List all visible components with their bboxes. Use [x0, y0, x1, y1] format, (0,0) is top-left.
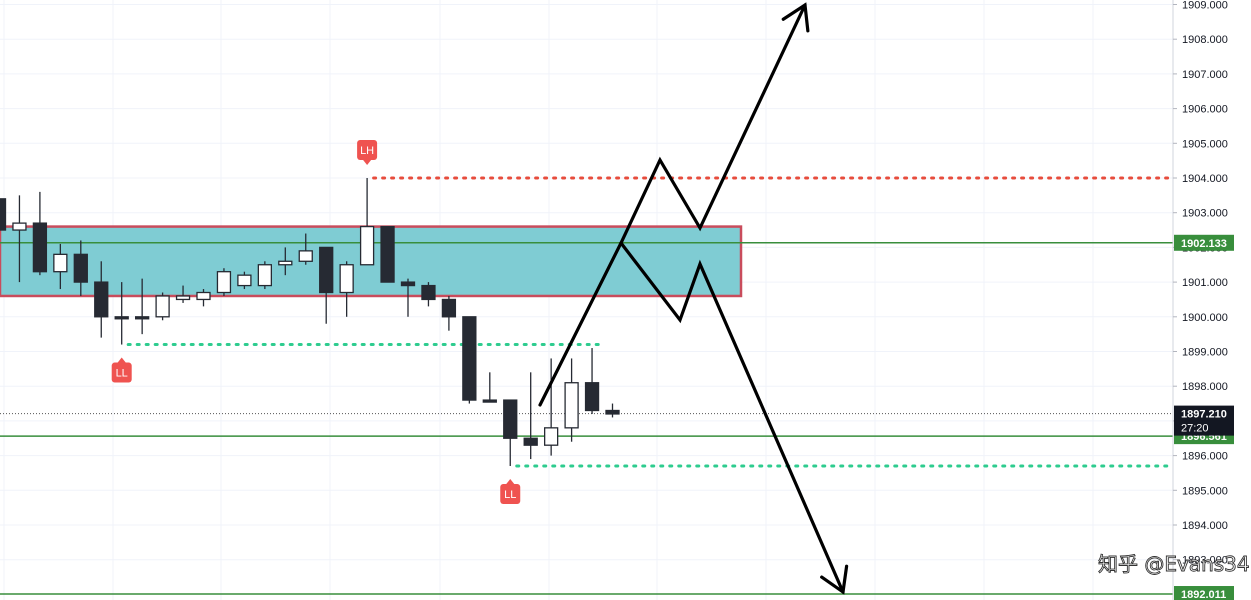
marker-label: LL [116, 368, 128, 380]
y-tick-label: 1893.000 [1182, 555, 1228, 567]
marker-pointer [363, 160, 372, 165]
candle-body[interactable] [237, 274, 252, 287]
price-tag[interactable]: 1892.011 [1174, 586, 1234, 600]
candle-body[interactable] [94, 281, 109, 318]
price-tag-box [1174, 586, 1234, 600]
y-tick-label: 1903.000 [1182, 208, 1228, 220]
candle-body[interactable] [482, 399, 497, 403]
candle-body[interactable] [53, 253, 68, 273]
marker-box [500, 484, 521, 505]
candle-body[interactable] [400, 281, 416, 287]
projection-down[interactable] [619, 241, 849, 595]
candle-body[interactable] [175, 295, 191, 301]
marker-box [357, 140, 378, 160]
marker-pointer [117, 357, 126, 363]
y-tick-label: 1896.000 [1182, 451, 1228, 463]
price-tag-label: 1902.133 [1181, 238, 1227, 250]
price-tag-box [1174, 234, 1234, 251]
candle-body[interactable] [523, 437, 538, 446]
marker-ll[interactable]: LL [111, 357, 132, 383]
y-tick-label: 1904.000 [1182, 173, 1228, 185]
arrow-head [781, 2, 810, 33]
candle-body[interactable] [114, 316, 129, 320]
candle-body[interactable] [216, 271, 232, 294]
y-tick-label: 1899.000 [1182, 347, 1228, 359]
marker-label: LL [504, 489, 516, 501]
y-tick-label: 1894.000 [1182, 520, 1228, 532]
candle-body[interactable] [462, 316, 477, 401]
candles [0, 178, 620, 467]
projection-up-path [538, 3, 807, 407]
candle-body[interactable] [544, 427, 559, 446]
marker-box [111, 362, 132, 383]
candle-body[interactable] [155, 295, 170, 318]
price-axis[interactable]: 1909.000 1908.000 1907.000 1906.000 1905.000… [1172, 0, 1251, 600]
candle-body[interactable] [339, 264, 354, 294]
plot-area[interactable]: LH LL LL [0, 0, 1173, 600]
candle-body[interactable] [12, 222, 27, 231]
price-tag-label: 1892.011 [1181, 589, 1226, 600]
projection-down-path [619, 241, 845, 594]
candle-body[interactable] [0, 198, 7, 231]
candle-body[interactable] [32, 222, 48, 273]
marker-label: LH [360, 145, 374, 157]
candle-body[interactable] [564, 382, 579, 429]
arrow-head [820, 564, 849, 595]
candle-body[interactable] [278, 260, 293, 266]
y-tick-label: 1898.000 [1182, 381, 1228, 393]
candle-body[interactable] [257, 264, 273, 287]
candle-body[interactable] [196, 291, 211, 301]
grid [0, 0, 1173, 600]
price-tag[interactable]: 1902.133 [1174, 234, 1234, 251]
y-tick-label: 1900.000 [1182, 312, 1228, 324]
marker-ll[interactable]: LL [500, 479, 521, 505]
candle-body[interactable] [134, 316, 150, 320]
y-tick-label: 1906.000 [1182, 104, 1228, 116]
y-tick-label: 1909.000 [1182, 0, 1228, 12]
projection-up[interactable] [538, 2, 810, 407]
watermark: 知乎 @Evans34 [1098, 552, 1250, 576]
countdown-label: 27:20 [1181, 423, 1209, 435]
marker-lh[interactable]: LH [357, 140, 378, 165]
y-tick-label: 1901.000 [1182, 277, 1228, 289]
candle-body[interactable] [319, 246, 334, 294]
candle-body[interactable] [503, 399, 518, 439]
y-tick-label: 1905.000 [1182, 138, 1228, 150]
current-price-tag[interactable]: 1897.210 27:20 [1174, 405, 1234, 436]
candle-body[interactable] [441, 298, 457, 318]
price-axis-bg [1173, 0, 1251, 600]
y-tick-label: 1895.000 [1182, 485, 1228, 497]
candle-body[interactable] [359, 225, 375, 266]
current-price-box [1174, 405, 1234, 436]
candle-body[interactable] [584, 382, 600, 412]
y-tick-label: 1907.000 [1182, 69, 1228, 81]
candle-body[interactable] [421, 284, 436, 301]
candle-body[interactable] [380, 225, 395, 283]
candle-body[interactable] [605, 409, 620, 415]
y-tick-label: 1908.000 [1182, 34, 1228, 46]
candle-body[interactable] [298, 250, 313, 262]
current-price-label: 1897.210 [1181, 409, 1227, 421]
marker-pointer [506, 479, 515, 485]
candle-body[interactable] [73, 253, 88, 283]
